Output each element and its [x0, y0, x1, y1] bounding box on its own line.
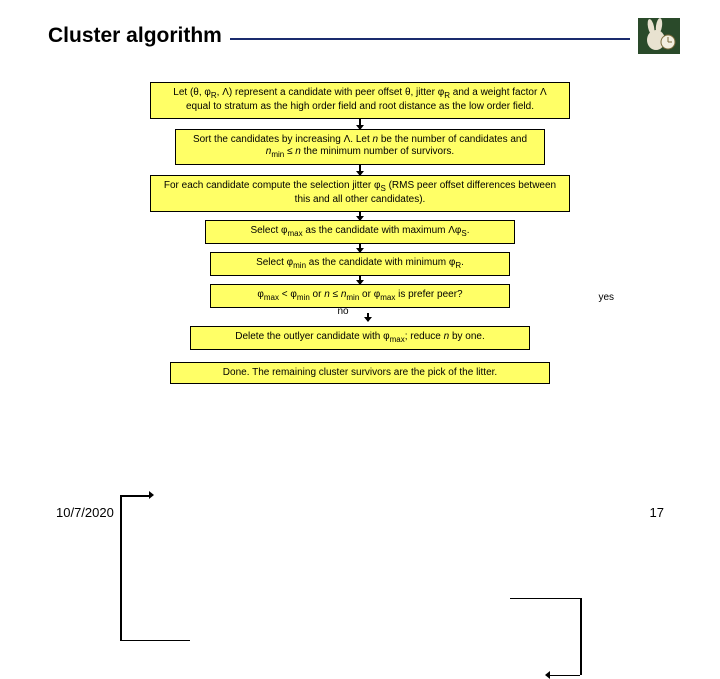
arrow-icon	[359, 165, 361, 175]
step-delete-outlyer: Delete the outlyer candidate with φmax; …	[190, 326, 530, 350]
arrow-icon	[359, 244, 361, 252]
footer-date: 10/7/2020	[56, 505, 114, 520]
logo-icon	[638, 18, 680, 54]
step-compute-jitter: For each candidate compute the selection…	[150, 175, 570, 212]
arrow-icon	[367, 313, 369, 321]
branch-yes-label: yes	[598, 292, 614, 303]
header: Cluster algorithm	[0, 0, 720, 54]
step-sort-candidates: Sort the candidates by increasing Λ. Let…	[175, 129, 545, 166]
page-title: Cluster algorithm	[48, 24, 222, 48]
step-select-max: Select φmax as the candidate with maximu…	[205, 220, 515, 244]
arrow-icon	[359, 119, 361, 129]
flowchart: Let (θ, φR, Λ) represent a candidate wit…	[130, 82, 590, 384]
title-underline	[230, 38, 630, 40]
arrow-icon	[359, 276, 361, 284]
decision-terminate: φmax < φmin or n ≤ nmin or φmax is prefe…	[210, 284, 510, 308]
branch-no-label: no	[337, 306, 348, 317]
step-define-candidate: Let (θ, φR, Λ) represent a candidate wit…	[150, 82, 570, 119]
footer-page: 17	[650, 505, 664, 520]
step-select-min: Select φmin as the candidate with minimu…	[210, 252, 510, 276]
no-branch: no	[130, 308, 590, 326]
footer: 10/7/2020 17	[0, 505, 720, 520]
decision-wrap: φmax < φmin or n ≤ nmin or φmax is prefe…	[130, 284, 590, 308]
arrow-icon	[359, 212, 361, 220]
step-done: Done. The remaining cluster survivors ar…	[170, 362, 550, 385]
